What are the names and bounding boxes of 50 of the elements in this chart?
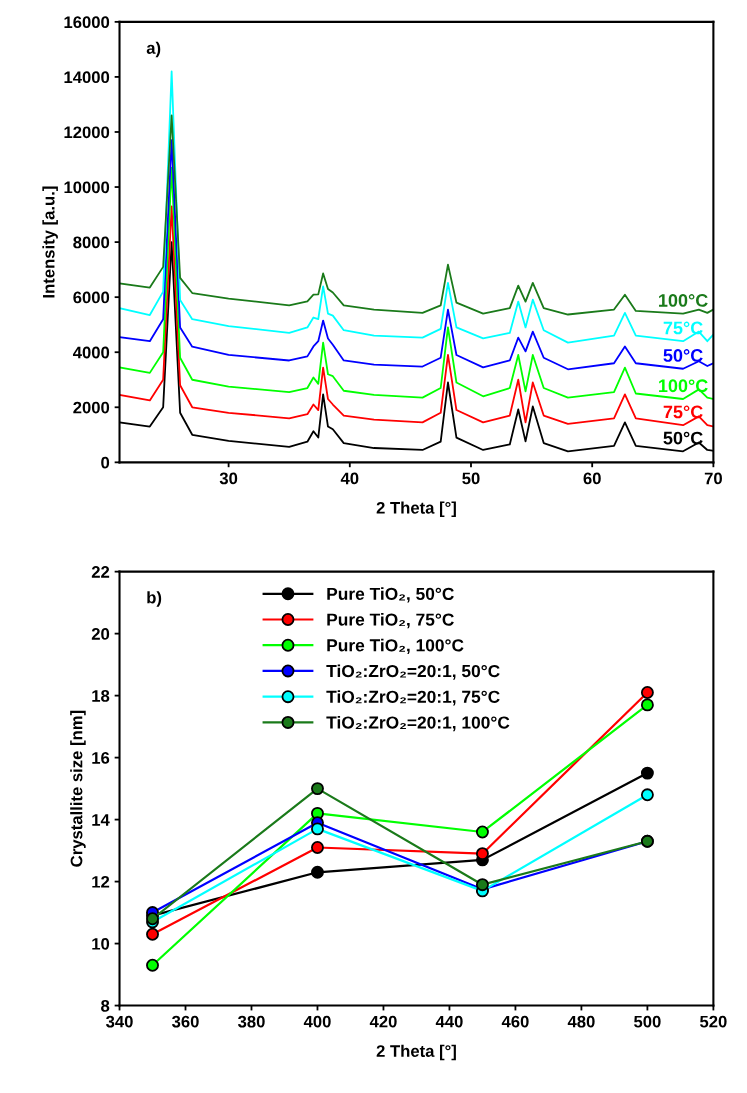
y-tick-label: 22 (91, 566, 110, 578)
x-tick-label: 420 (369, 1015, 397, 1028)
y-tick-label: 4000 (72, 346, 110, 359)
legend-label: TiO₂:ZrO₂=20:1, 50°C (326, 664, 500, 680)
y-tick-label: 8 (101, 999, 110, 1012)
y-tick-label: 18 (92, 690, 110, 702)
x-tick-label: 70 (704, 472, 722, 485)
series-label: 50°C (663, 349, 703, 362)
series-label: 100°C (659, 294, 708, 307)
x-tick-label: 460 (501, 1015, 529, 1028)
y-tick-label: 14 (92, 814, 110, 826)
y-tick-label: 14000 (64, 71, 110, 84)
x-axis-title: 2 Theta [°] (376, 1044, 456, 1061)
x-tick-label: 340 (106, 1015, 133, 1028)
x-tick-label: 480 (567, 1015, 595, 1028)
legend-label: Pure TiO₂, 75°C (327, 613, 454, 629)
x-tick-label: 500 (634, 1015, 661, 1028)
series-label: 75°C (663, 405, 703, 419)
y-axis-title: Intensity [a.u.] (42, 186, 58, 298)
x-tick-label: 440 (435, 1015, 463, 1028)
x-tick-label: 520 (700, 1015, 727, 1028)
y-tick-label: 6000 (73, 291, 110, 304)
series-label: 75°C (663, 321, 703, 335)
y-tick-label: 10000 (64, 181, 110, 194)
legend-label: Pure TiO₂, 50°C (327, 587, 454, 603)
y-tick-label: 12 (92, 875, 110, 888)
y-tick-label: 20 (91, 628, 110, 640)
y-tick-label: 16 (92, 752, 110, 764)
series-label: 50°C (663, 431, 703, 445)
legend-label: TiO₂:ZrO₂=20:1, 100°C (326, 715, 510, 732)
y-tick-label: 0 (101, 456, 110, 469)
y-tick-label: 2000 (73, 401, 110, 414)
legend-label: Pure TiO₂, 100°C (327, 638, 464, 654)
x-tick-label: 30 (219, 472, 238, 485)
y-tick-label: 10 (92, 937, 110, 950)
legend-label: TiO₂:ZrO₂=20:1, 75°C (326, 690, 500, 706)
x-tick-label: 380 (237, 1015, 265, 1028)
x-tick-label: 40 (340, 472, 359, 485)
series-label: 100°C (659, 379, 708, 393)
y-tick-label: 8000 (73, 236, 110, 249)
y-tick-label: 12000 (64, 126, 110, 139)
annotation: a) (146, 41, 161, 58)
x-axis-title: 2 Theta [°] (376, 501, 456, 518)
y-axis-title: Crystallite size [nm] (70, 710, 86, 867)
x-tick-label: 60 (583, 472, 601, 485)
annotation: b) (147, 591, 162, 607)
y-tick-label: 16000 (64, 16, 110, 29)
x-tick-label: 400 (303, 1015, 331, 1028)
x-tick-label: 50 (462, 472, 480, 485)
x-tick-label: 360 (171, 1015, 199, 1028)
